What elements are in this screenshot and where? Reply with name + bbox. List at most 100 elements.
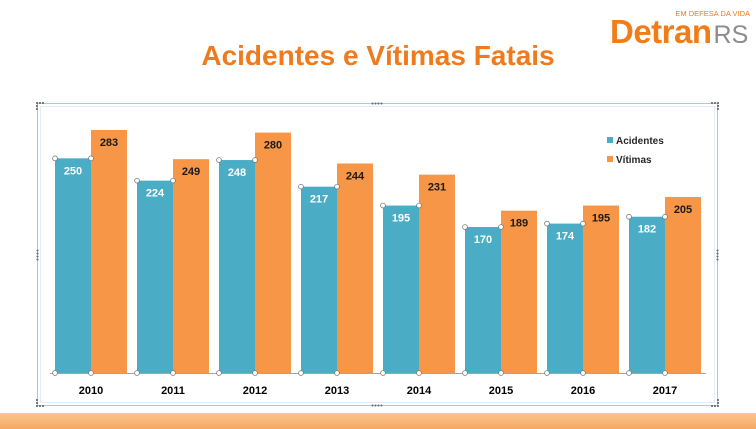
resize-handle-bottom-left[interactable] <box>36 399 44 407</box>
bar-vitimas-2012[interactable] <box>255 132 291 373</box>
bar-selection-handle <box>416 202 422 209</box>
bar-selection-handle <box>544 220 550 227</box>
logo-brand-suffix: RS <box>713 21 749 49</box>
legend-label-acidentes: Acidentes <box>616 136 664 147</box>
series-selection-handles <box>52 155 668 376</box>
bar-selection-handle <box>216 370 222 376</box>
bar-selection-handle <box>334 183 340 190</box>
bar-vitimas-2014[interactable] <box>419 174 455 373</box>
legend-item-acidentes[interactable]: Acidentes <box>607 136 664 147</box>
bar-selection-handle <box>462 224 468 230</box>
bar-acidentes-2010[interactable] <box>55 158 91 373</box>
plot-area: 250 224 248 217 195 170 174 182 283 249 280 244 231 1… <box>50 129 706 397</box>
bar-selection-handle <box>170 370 176 376</box>
x-tick-label: 2011 <box>161 385 185 397</box>
resize-handle-bottom[interactable] <box>371 404 383 407</box>
bar-selection-handle <box>580 220 586 227</box>
category-labels: 2010 2011 2012 2013 2014 2015 2016 2017 <box>79 385 677 397</box>
bar-vitimas-2011[interactable] <box>173 159 209 373</box>
logo-brand-main: Detran <box>610 13 712 50</box>
data-label-vitimas-2016: 195 <box>592 213 610 225</box>
data-label-vitimas-2010: 283 <box>100 137 118 149</box>
bar-selection-handle <box>334 370 340 376</box>
logo-tagline: EM DEFESA DA VIDA <box>675 9 750 18</box>
legend-swatch-acidentes <box>607 137 613 143</box>
data-label-acidentes-2014: 195 <box>392 213 410 225</box>
bar-selection-handle <box>544 370 550 376</box>
x-tick-label: 2016 <box>571 385 595 397</box>
legend-label-vitimas: Vítimas <box>616 155 652 166</box>
bar-selection-handle <box>88 370 94 376</box>
resize-handle-bottom-right[interactable] <box>711 399 719 407</box>
bar-selection-handle <box>580 370 586 376</box>
x-tick-label: 2015 <box>489 385 513 397</box>
x-tick-label: 2014 <box>407 385 432 397</box>
data-label-vitimas-2012: 280 <box>264 140 282 152</box>
bar-vitimas-2013[interactable] <box>337 163 373 373</box>
x-tick-label: 2013 <box>325 385 349 397</box>
chart-frame[interactable]: 250 224 248 217 195 170 174 182 283 249 280 244 231 1… <box>36 102 719 407</box>
legend-swatch-vitimas <box>607 156 613 162</box>
legend[interactable]: Acidentes Vítimas <box>607 136 664 166</box>
data-label-vitimas-2017: 205 <box>674 204 692 216</box>
x-tick-label: 2010 <box>79 385 103 397</box>
bar-selection-handle <box>52 370 58 376</box>
bar-selection-handle <box>380 202 386 209</box>
bar-vitimas-2015[interactable] <box>501 210 537 373</box>
bar-selection-handle <box>662 370 668 376</box>
bar-selection-handle <box>88 155 94 162</box>
bar-selection-handle <box>626 370 632 376</box>
data-label-acidentes-2010: 250 <box>64 165 82 177</box>
bar-acidentes-2016[interactable] <box>547 223 583 373</box>
bar-selection-handle <box>134 177 140 184</box>
data-label-vitimas-2013: 244 <box>346 170 365 182</box>
data-labels: 250 224 248 217 195 170 174 182 283 249 280 244 231 1… <box>64 137 692 246</box>
resize-handle-top-right[interactable] <box>711 102 719 110</box>
bar-selection-handle <box>298 370 304 376</box>
resize-handle-right[interactable] <box>716 249 719 261</box>
bar-selection-handle <box>52 155 58 162</box>
detran-rs-logo: DetranRS <box>610 15 748 48</box>
bar-selection-handle <box>298 183 304 190</box>
bar-selection-handle <box>498 224 504 230</box>
data-label-acidentes-2012: 248 <box>228 167 246 179</box>
bar-chart: 250 224 248 217 195 170 174 182 283 249 280 244 231 1… <box>50 129 706 397</box>
bar-acidentes-2014[interactable] <box>383 205 419 373</box>
bar-vitimas-2017[interactable] <box>665 196 701 373</box>
bar-acidentes-2012[interactable] <box>219 160 255 373</box>
data-label-vitimas-2015: 189 <box>510 218 528 230</box>
bar-selection-handle <box>216 157 222 163</box>
bar-vitimas-2010[interactable] <box>91 129 127 373</box>
bars <box>55 129 701 373</box>
data-label-acidentes-2015: 170 <box>474 234 492 246</box>
data-label-acidentes-2013: 217 <box>310 194 328 206</box>
chart-frame-inner-border <box>40 106 715 403</box>
bar-selection-handle <box>252 157 258 163</box>
data-label-vitimas-2011: 249 <box>182 166 200 178</box>
resize-handle-top[interactable] <box>371 102 383 105</box>
footer-band <box>0 413 756 429</box>
bar-selection-handle <box>134 370 140 376</box>
data-label-vitimas-2014: 231 <box>428 182 446 194</box>
data-label-acidentes-2017: 182 <box>638 224 656 236</box>
bar-acidentes-2015[interactable] <box>465 227 501 373</box>
resize-handle-left[interactable] <box>36 249 39 261</box>
legend-item-vitimas[interactable]: Vítimas <box>607 155 652 166</box>
x-tick-label: 2012 <box>243 385 267 397</box>
bar-selection-handle <box>498 370 504 376</box>
bar-selection-handle <box>170 177 176 184</box>
slide-title: Acidentes e Vítimas Fatais <box>201 40 555 71</box>
bar-acidentes-2017[interactable] <box>629 216 665 373</box>
bar-selection-handle <box>626 213 632 220</box>
bar-selection-handle <box>380 370 386 376</box>
x-tick-label: 2017 <box>653 385 677 397</box>
resize-handle-top-left[interactable] <box>36 102 44 110</box>
bar-vitimas-2016[interactable] <box>583 205 619 373</box>
bar-selection-handle <box>462 370 468 376</box>
data-label-acidentes-2016: 174 <box>556 231 575 243</box>
bar-acidentes-2011[interactable] <box>137 180 173 373</box>
bar-selection-handle <box>416 370 422 376</box>
data-label-acidentes-2011: 224 <box>146 188 165 200</box>
bar-selection-handle <box>662 213 668 220</box>
bar-acidentes-2013[interactable] <box>301 186 337 373</box>
